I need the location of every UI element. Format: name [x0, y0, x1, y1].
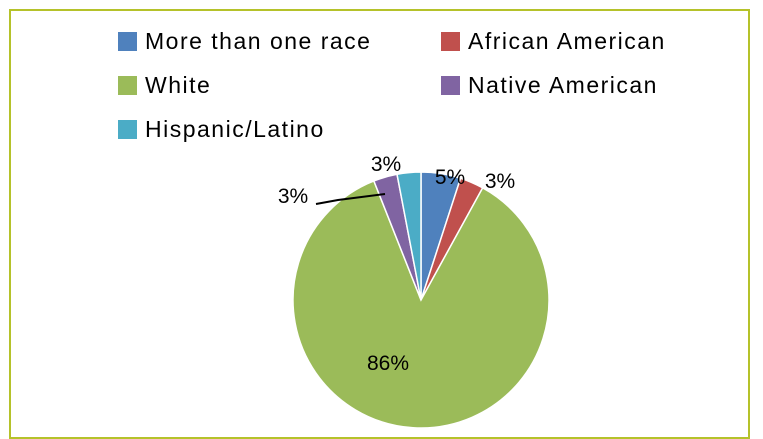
slice-data-label: 3% — [278, 185, 308, 208]
pie-slice — [396, 171, 422, 301]
legend-item-native-american: Native American — [441, 72, 658, 99]
legend-label: Native American — [468, 72, 658, 98]
pie-chart: 5% 3% 86% 3% 3% — [278, 153, 550, 429]
legend-label: More than one race — [145, 28, 372, 54]
leader-line — [315, 193, 386, 205]
legend-swatch — [441, 76, 460, 95]
slice-data-label: 5% — [435, 166, 465, 189]
legend-label: Hispanic/Latino — [145, 116, 325, 142]
legend-swatch — [441, 32, 460, 51]
pie-slice — [292, 180, 550, 429]
legend-label: White — [145, 72, 212, 98]
legend-swatch — [118, 120, 137, 139]
legend-item-hispanic-latino: Hispanic/Latino — [118, 116, 325, 143]
slice-data-label: 3% — [371, 153, 401, 176]
legend-item-african-american: African American — [441, 28, 666, 55]
legend-swatch — [118, 76, 137, 95]
legend-swatch — [118, 32, 137, 51]
slice-data-label: 86% — [367, 352, 409, 375]
slice-data-label: 3% — [485, 170, 515, 193]
legend-item-more-than-one-race: More than one race — [118, 28, 371, 55]
legend-label: African American — [468, 28, 666, 54]
legend-item-white: White — [118, 72, 211, 99]
